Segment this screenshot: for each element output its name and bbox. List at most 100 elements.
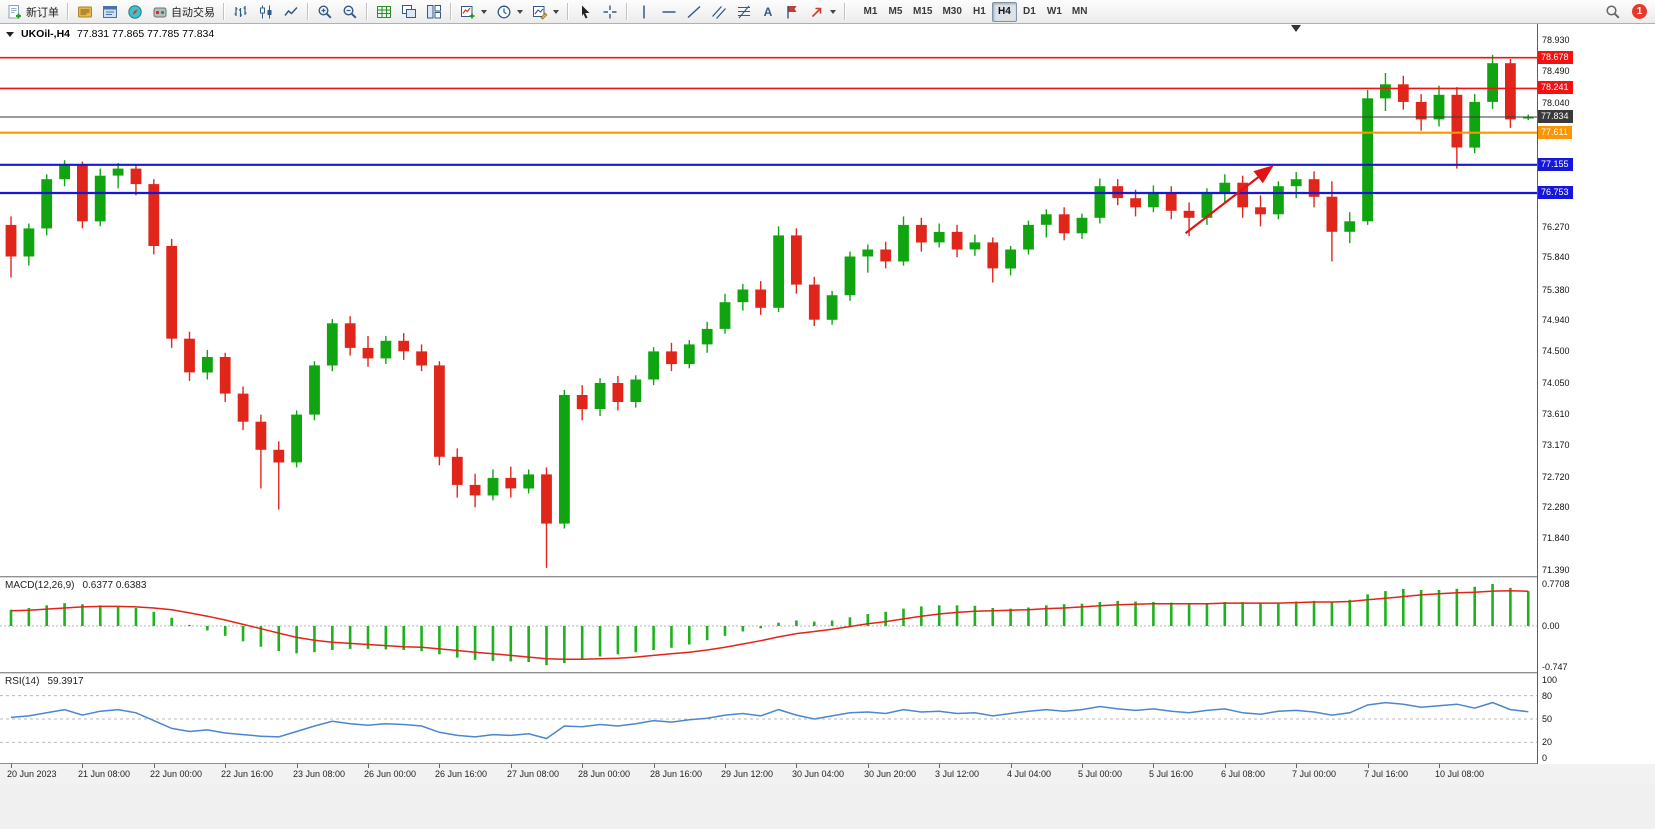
pane-separator[interactable] bbox=[0, 672, 1655, 674]
time-label: 30 Jun 04:00 bbox=[792, 769, 845, 779]
zoom-out-button[interactable] bbox=[338, 1, 362, 22]
symbol-period-label: UKOil-,H4 bbox=[21, 28, 71, 40]
pane-separator[interactable] bbox=[0, 576, 1655, 578]
bear-candle-body bbox=[541, 474, 552, 524]
channel-tool-button[interactable] bbox=[707, 1, 731, 22]
bear-candle-body bbox=[951, 231, 963, 250]
bear-candle-body bbox=[1451, 94, 1463, 148]
bear-candle-body bbox=[791, 235, 802, 285]
chart-shift-marker[interactable] bbox=[1291, 25, 1301, 32]
candlestick-chart-button[interactable] bbox=[254, 1, 278, 22]
time-tick bbox=[868, 764, 869, 768]
bull-candle-body bbox=[648, 351, 659, 380]
data-window-button[interactable] bbox=[98, 1, 122, 22]
horizontal-line-tool-button[interactable] bbox=[657, 1, 681, 22]
bear-candle-body bbox=[1397, 84, 1409, 102]
notification-badge[interactable]: 1 bbox=[1632, 4, 1647, 19]
new-chart-button[interactable] bbox=[456, 1, 491, 22]
chart-area: UKOil-,H4 77.831 77.865 77.785 77.834 MA… bbox=[0, 24, 1655, 829]
price-tick-label: 72.720 bbox=[1542, 472, 1570, 482]
bull-candle-body bbox=[202, 357, 213, 373]
bar-chart-button[interactable] bbox=[229, 1, 253, 22]
chart-period-button[interactable] bbox=[492, 1, 527, 22]
navigator-button[interactable] bbox=[123, 1, 147, 22]
timeframe-button-h1[interactable]: H1 bbox=[967, 2, 992, 22]
toolbar-separator bbox=[67, 3, 69, 20]
bear-candle-body bbox=[148, 184, 160, 246]
search-button[interactable] bbox=[1601, 1, 1625, 22]
market-watch-icon bbox=[78, 6, 92, 17]
autotrading-button[interactable]: 自动交易 bbox=[148, 1, 219, 22]
label-tool-button[interactable] bbox=[780, 1, 804, 22]
time-label: 28 Jun 16:00 bbox=[650, 769, 703, 779]
bear-candle-body bbox=[1130, 198, 1141, 208]
cursor-icon bbox=[582, 5, 590, 18]
time-axis[interactable]: 20 Jun 2023 21 Jun 08:00 22 Jun 00:00 22 Ju… bbox=[0, 763, 1655, 785]
timeframe-button-w1[interactable]: W1 bbox=[1042, 2, 1067, 22]
price-tick-label: 74.940 bbox=[1542, 315, 1570, 325]
autotrading-icon bbox=[153, 7, 167, 17]
time-tick bbox=[82, 764, 83, 768]
bear-candle-body bbox=[237, 393, 249, 422]
template-button[interactable] bbox=[528, 1, 563, 22]
bear-candle-body bbox=[255, 421, 267, 450]
bear-candle-body bbox=[166, 245, 178, 339]
tile-windows-button[interactable] bbox=[422, 1, 446, 22]
bull-candle-body bbox=[380, 340, 392, 359]
trend-arrow[interactable] bbox=[1184, 165, 1274, 235]
data-window-icon bbox=[103, 5, 117, 18]
timeframe-button-m30[interactable]: M30 bbox=[937, 2, 966, 22]
timeframe-button-m15[interactable]: M15 bbox=[908, 2, 937, 22]
rsi-pane[interactable]: RSI(14) 59.3917 bbox=[0, 674, 1537, 763]
timeframe-button-h4[interactable]: H4 bbox=[991, 1, 1017, 22]
collapse-triangle-icon[interactable] bbox=[6, 31, 14, 37]
price-chart-pane[interactable]: UKOil-,H4 77.831 77.865 77.785 77.834 bbox=[0, 24, 1537, 576]
rsi-scale-label: 80 bbox=[1542, 691, 1553, 701]
time-tick bbox=[1082, 764, 1083, 768]
bull-candle-body bbox=[844, 256, 856, 296]
timeframe-button-m5[interactable]: M5 bbox=[883, 2, 908, 22]
timeframe-button-m1[interactable]: M1 bbox=[858, 2, 883, 22]
time-tick bbox=[1225, 764, 1226, 768]
line-chart-button[interactable] bbox=[279, 1, 303, 22]
line-chart-icon bbox=[284, 6, 298, 16]
zoom-in-button[interactable] bbox=[313, 1, 337, 22]
new-order-button[interactable]: 新订单 bbox=[3, 1, 63, 22]
time-label: 20 Jun 2023 bbox=[7, 769, 57, 779]
timeframe-toolbar: M1 M5 M15 M30 H1 H4 D1 W1 MN bbox=[858, 1, 1093, 22]
bear-candle-body bbox=[1308, 179, 1320, 197]
time-tick bbox=[297, 764, 298, 768]
arrows-tool-button[interactable] bbox=[805, 1, 840, 22]
bull-candle-body bbox=[94, 175, 106, 222]
bull-candle-body bbox=[487, 477, 499, 496]
crosshair-tool-button[interactable] bbox=[598, 1, 622, 22]
market-watch-button[interactable] bbox=[73, 1, 97, 22]
bull-candle-body bbox=[1362, 98, 1373, 222]
cursor-tool-button[interactable] bbox=[573, 1, 597, 22]
cascade-windows-button[interactable] bbox=[397, 1, 421, 22]
text-tool-button[interactable]: A bbox=[757, 1, 779, 22]
timeframe-button-d1[interactable]: D1 bbox=[1017, 2, 1042, 22]
timeframe-button-mn[interactable]: MN bbox=[1067, 2, 1093, 22]
toolbar: 新订单 自动交易 bbox=[0, 0, 1655, 24]
macd-legend: MACD(12,26,9) 0.6377 0.6383 bbox=[5, 580, 146, 591]
price-scale[interactable]: 78.930 78.490 78.040 76.270 75.840 75.380 74.9… bbox=[1537, 24, 1655, 764]
bear-candle-body bbox=[1415, 101, 1427, 120]
time-tick bbox=[725, 764, 726, 768]
bull-candle-body bbox=[41, 179, 53, 229]
bull-candle-body bbox=[1201, 193, 1213, 218]
rsi-scale-label: 100 bbox=[1542, 675, 1558, 685]
bear-candle-body bbox=[987, 242, 999, 269]
trendline-tool-button[interactable] bbox=[682, 1, 706, 22]
bear-candle-body bbox=[130, 168, 142, 185]
fibonacci-tool-button[interactable] bbox=[732, 1, 756, 22]
macd-pane[interactable]: MACD(12,26,9) 0.6377 0.6383 bbox=[0, 578, 1537, 672]
vertical-line-tool-button[interactable] bbox=[632, 1, 656, 22]
grid-button[interactable] bbox=[372, 1, 396, 22]
bull-candle-body bbox=[559, 395, 570, 524]
bull-candle-body bbox=[1433, 94, 1445, 120]
cascade-windows-icon bbox=[402, 4, 416, 18]
ohlc-values: 77.831 77.865 77.785 77.834 bbox=[77, 28, 215, 40]
clock-icon bbox=[497, 5, 511, 18]
candlestick-chart bbox=[0, 54, 1537, 568]
